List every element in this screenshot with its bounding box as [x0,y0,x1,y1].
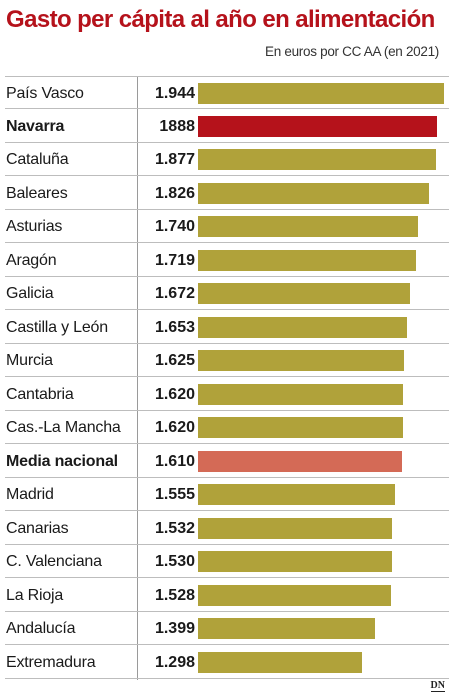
value-label: 1.620 [154,385,195,403]
bar-madrid [198,484,395,505]
category-label: Media nacional [6,452,118,470]
value-label: 1.672 [154,285,195,302]
row-andalucia: Andalucía 1.399 [5,612,449,645]
row-navarra: Navarra 1888 [5,110,449,143]
value-label: 1.740 [154,218,195,235]
bar-c-valenciana [198,551,392,572]
category-label: La Rioja [6,586,64,604]
row-galicia: Galicia 1.672 [5,277,449,310]
category-label: País Vasco [6,85,84,102]
category-label: Madrid [6,486,54,503]
value-label: 1.528 [154,586,195,604]
bar-baleares [198,182,430,204]
row-pais-vasco: País Vasco 1.944 [5,76,449,109]
bar-galicia [198,283,410,304]
category-label: Aragón [6,251,57,269]
value-label: 1.826 [154,184,195,202]
row-cataluna: Cataluña 1.877 [5,143,449,176]
value-label: 1.530 [154,553,195,570]
value-label: 1.877 [154,151,195,168]
row-c-valenciana: C. Valenciana 1.530 [5,545,449,578]
category-label: Navarra [6,117,65,135]
chart-title: Gasto per cápita al año en alimentación [6,6,435,33]
row-la-rioja: La Rioja 1.528 [5,579,449,612]
bar-pais-vasco [198,83,444,104]
row-murcia: Murcia 1.625 [5,344,449,377]
row-canarias: Canarias 1.532 [5,512,449,545]
bar-andalucia [198,618,376,639]
bar-asturias [198,216,419,237]
category-label: Asturias [6,218,63,235]
value-label: 1.625 [154,352,195,369]
row-baleares: Baleares 1.826 [5,177,449,210]
value-label: 1.620 [154,419,195,436]
row-castilla-y-leon: Castilla y León 1.653 [5,311,449,344]
row-asturias: Asturias 1.740 [5,210,449,243]
value-label: 1.944 [154,85,195,102]
chart-subtitle: En euros por CC AA (en 2021) [265,44,439,59]
bar-la-rioja [198,584,392,606]
category-label: Galicia [6,285,54,302]
value-label: 1.532 [154,519,195,537]
row-media-nacional: Media nacional 1.610 [5,445,449,478]
value-label: 1888 [159,117,195,135]
bar-extremadura [198,651,363,673]
value-label: 1.653 [154,318,195,336]
value-label: 1.555 [154,486,195,503]
category-label: C. Valenciana [6,553,102,570]
bar-murcia [198,350,404,371]
category-label: Extremadura [6,653,96,671]
value-label: 1.399 [154,620,195,637]
dn-logo: DN [430,680,445,692]
bar-media-nacional [198,450,402,472]
category-label: Canarias [6,519,69,537]
row-cas-la-mancha: Cas.-La Mancha 1.620 [5,411,449,444]
bar-navarra [198,115,437,137]
bar-cantabria [198,383,403,405]
bar-canarias [198,517,392,539]
category-label: Andalucía [6,620,76,637]
value-label: 1.719 [154,251,195,269]
bar-cas-la-mancha [198,417,403,438]
bar-chart: País Vasco 1.944 Navarra 1888 Cataluña 1.877 B… [0,76,449,680]
bar-aragon [198,249,416,271]
bar-cataluna [198,149,436,170]
category-label: Cataluña [6,151,69,168]
category-label: Murcia [6,352,53,369]
category-label: Cantabria [6,385,74,403]
row-cantabria: Cantabria 1.620 [5,378,449,411]
category-label: Castilla y León [6,318,108,336]
column-divider [137,76,138,680]
row-madrid: Madrid 1.555 [5,478,449,511]
value-label: 1.610 [154,452,195,470]
bar-castilla-y-leon [198,316,408,338]
value-label: 1.298 [154,653,195,671]
category-label: Baleares [6,184,68,202]
row-aragon: Aragón 1.719 [5,244,449,277]
row-extremadura: Extremadura 1.298 [5,646,449,679]
category-label: Cas.-La Mancha [6,419,121,436]
